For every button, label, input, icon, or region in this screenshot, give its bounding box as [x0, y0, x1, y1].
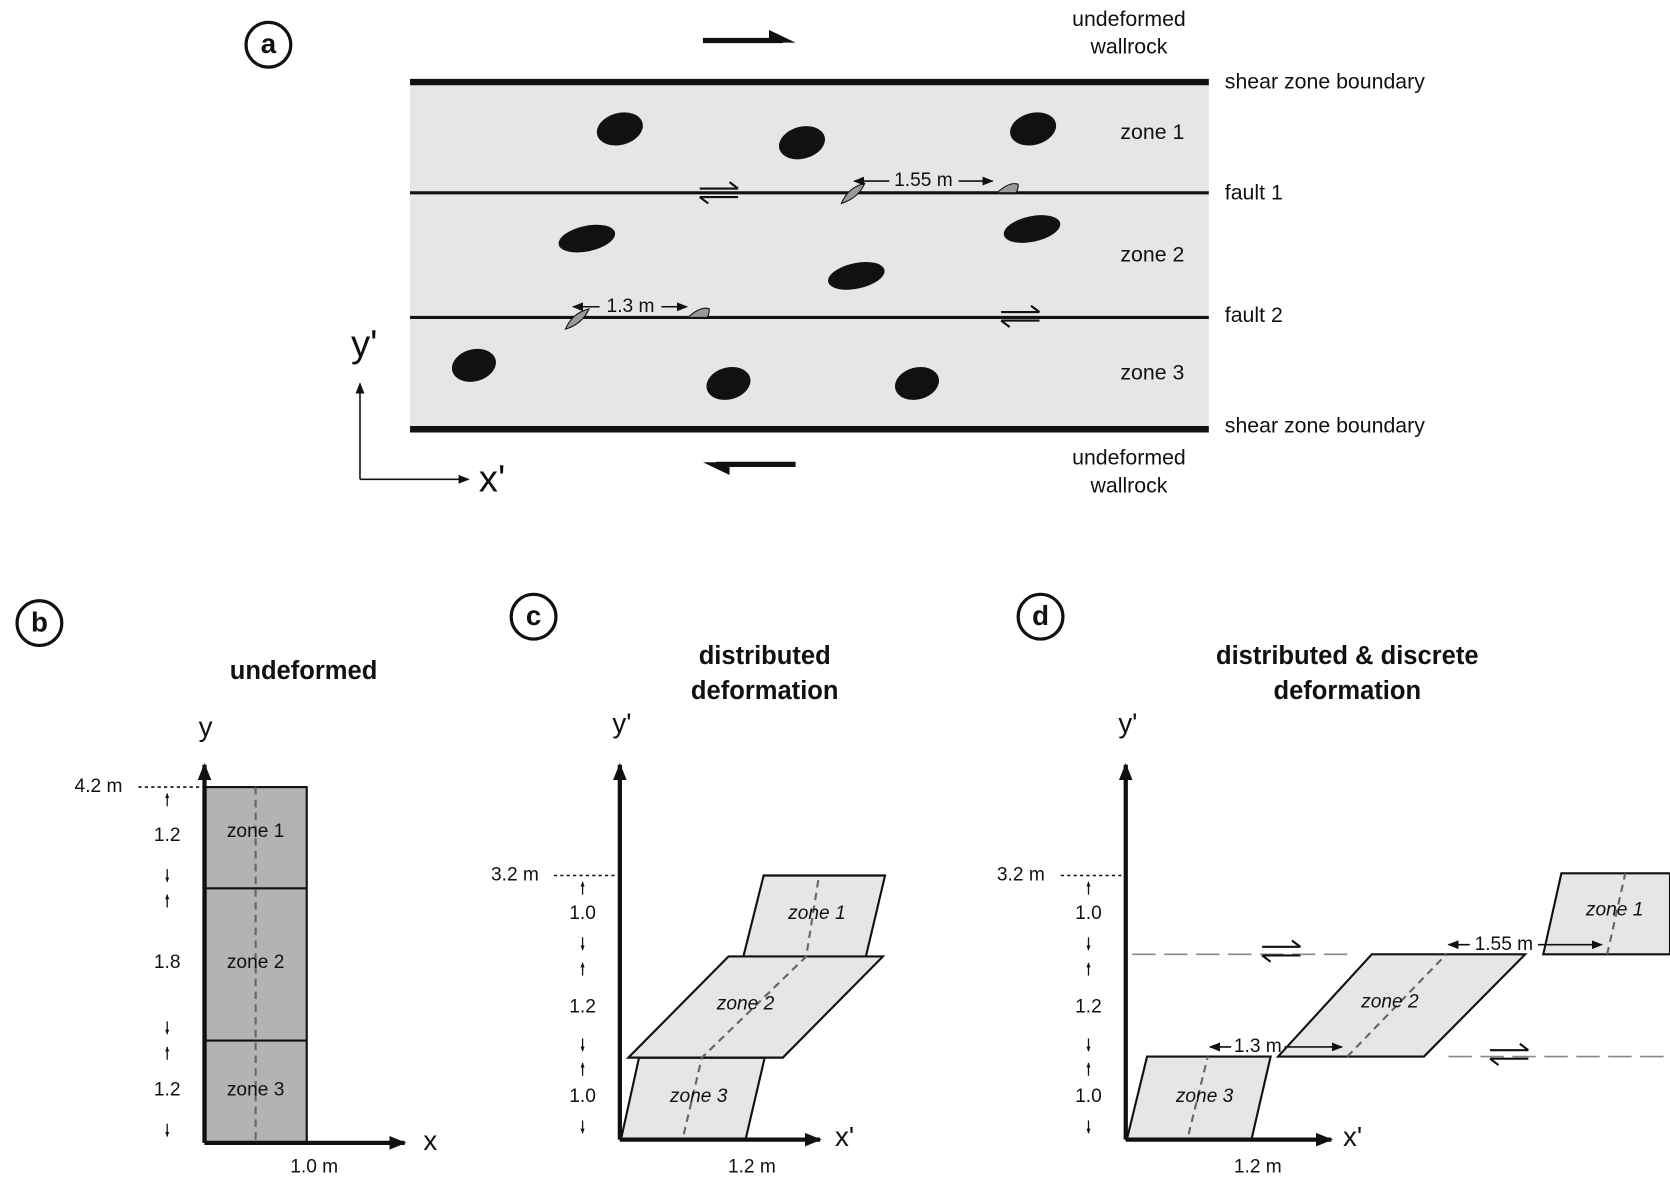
label: distributed — [699, 642, 831, 670]
label: 1.8 — [154, 952, 181, 973]
label: 1.55 m — [1475, 934, 1534, 955]
label: zone 3 — [1175, 1086, 1234, 1107]
label: 1.0 — [1075, 903, 1102, 924]
label: y' — [351, 322, 377, 365]
panel-label: b — [31, 606, 48, 637]
label: zone 3 — [227, 1080, 285, 1101]
label: 4.2 m — [75, 776, 123, 797]
label: 1.2 — [154, 1080, 181, 1101]
figure: a undeformed wallrock shear zone boundary zo… — [0, 0, 1670, 1178]
label: 1.0 m — [290, 1156, 338, 1177]
label: distributed & discrete — [1216, 642, 1479, 670]
label: y' — [1118, 708, 1137, 739]
label: 1.0 — [569, 903, 596, 924]
label: zone 2 — [227, 952, 285, 973]
label: y' — [612, 708, 631, 739]
label: zone 2 — [716, 993, 775, 1014]
label: zone 2 — [1360, 991, 1419, 1012]
label: zone 1 — [1585, 900, 1644, 921]
label: zone 3 — [669, 1086, 728, 1107]
label: shear zone boundary — [1225, 414, 1425, 438]
label: wallrock — [1089, 35, 1167, 59]
label: x' — [1343, 1121, 1362, 1152]
label: 1.3 m — [1234, 1036, 1282, 1057]
label: zone 1 — [227, 821, 285, 842]
label: undeformed — [1072, 446, 1186, 470]
panel-label: a — [261, 28, 277, 59]
label: 1.0 — [1075, 1086, 1102, 1107]
label: 1.55 m — [894, 170, 953, 191]
panel-label: d — [1032, 600, 1049, 631]
label: fault 1 — [1225, 180, 1283, 204]
label: 1.2 — [1075, 997, 1102, 1018]
label: 1.2 — [154, 825, 181, 846]
panel-label: c — [526, 600, 541, 631]
label: 1.0 — [569, 1086, 596, 1107]
panel-a — [360, 30, 1209, 479]
arrowhead — [769, 30, 796, 43]
label: deformation — [1273, 677, 1421, 705]
label: fault 2 — [1225, 303, 1283, 327]
label: deformation — [691, 677, 839, 705]
label: 1.2 m — [1234, 1156, 1282, 1177]
label: zone 1 — [787, 903, 846, 924]
label: zone 3 — [1120, 360, 1184, 384]
label: x' — [835, 1121, 854, 1152]
label: 3.2 m — [491, 865, 539, 886]
label: undeformed — [1072, 7, 1186, 31]
label: x — [423, 1125, 437, 1156]
label: y — [199, 711, 213, 742]
panel-d — [1061, 765, 1670, 1140]
panel-c — [554, 765, 885, 1140]
page: {"panel_a": {"label": "a", "wallrock_top… — [0, 0, 1670, 1178]
label: x' — [479, 458, 505, 501]
label: shear zone boundary — [1225, 70, 1425, 94]
label: 1.2 m — [728, 1156, 776, 1177]
label: 3.2 m — [997, 865, 1045, 886]
label: wallrock — [1089, 473, 1167, 497]
label: 1.3 m — [607, 296, 655, 317]
label: zone 2 — [1120, 242, 1184, 266]
arrowhead — [703, 462, 730, 475]
label: zone 1 — [1120, 120, 1184, 144]
label: 1.2 — [569, 997, 596, 1018]
label: undeformed — [230, 657, 378, 685]
